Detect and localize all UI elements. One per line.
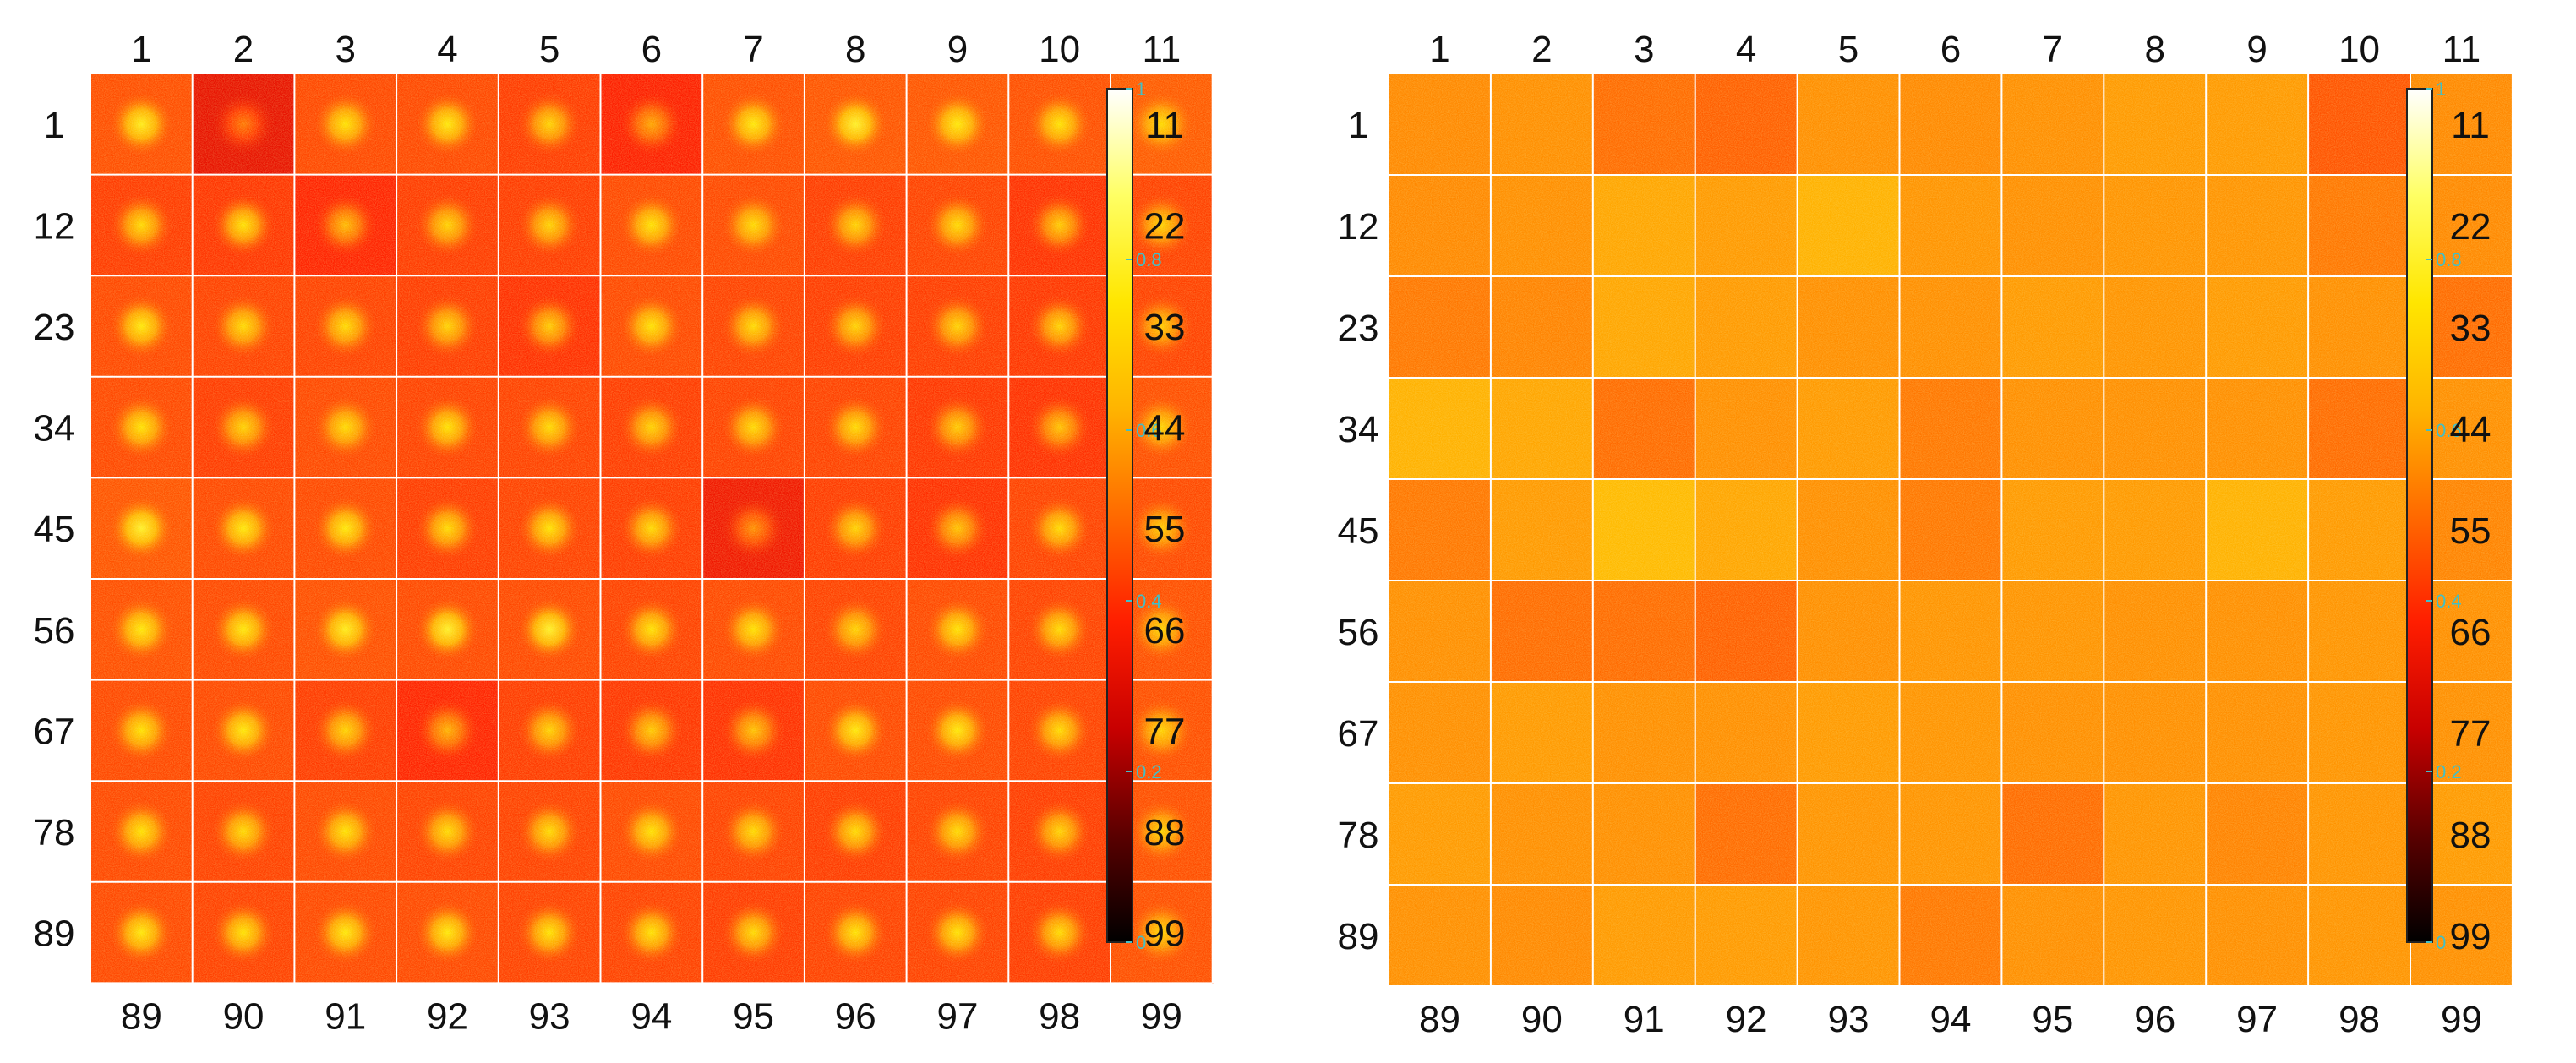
- row-label-left: 78: [34, 812, 75, 853]
- colorbar-tick-label: 0.8: [1136, 249, 1162, 270]
- column-label-top: 2: [233, 29, 254, 70]
- colorbar: [2406, 88, 2433, 943]
- colorbar: [1106, 88, 1133, 943]
- row-label-right: 99: [2450, 916, 2491, 957]
- column-label-bottom: 89: [121, 995, 162, 1037]
- row-label-right: 22: [2450, 206, 2491, 248]
- column-label-top: 3: [336, 29, 356, 70]
- row-label-right: 44: [2450, 409, 2491, 450]
- row-label-right: 55: [1144, 509, 1186, 550]
- colorbar-tick-label: 0.8: [2436, 249, 2462, 270]
- colorbar-tick-label: 0.2: [2436, 761, 2462, 782]
- column-label-bottom: 95: [2032, 999, 2073, 1040]
- row-label-left: 89: [1338, 916, 1379, 957]
- column-label-bottom: 94: [630, 995, 672, 1037]
- column-label-bottom: 90: [223, 995, 265, 1037]
- row-label-left: 78: [1338, 815, 1379, 856]
- colorbar-tick-label: 1: [1136, 79, 1146, 100]
- row-label-right: 88: [1144, 812, 1186, 853]
- row-label-left: 23: [34, 307, 75, 348]
- row-label-left: 1: [1348, 105, 1368, 146]
- column-label-top: 4: [1736, 29, 1756, 70]
- row-label-left: 23: [1338, 308, 1379, 349]
- column-label-top: 6: [641, 29, 662, 70]
- row-label-left: 1: [44, 105, 64, 146]
- column-label-bottom: 96: [2134, 999, 2175, 1040]
- row-label-left: 67: [34, 711, 75, 752]
- column-label-bottom: 89: [1419, 999, 1460, 1040]
- column-label-top: 10: [2339, 29, 2380, 70]
- colorbar-tick-label: 1: [2436, 79, 2446, 100]
- column-label-top: 10: [1039, 29, 1080, 70]
- column-label-bottom: 98: [2339, 999, 2380, 1040]
- column-label-top: 3: [1634, 29, 1654, 70]
- column-label-bottom: 92: [1726, 999, 1767, 1040]
- row-label-right: 66: [1144, 610, 1186, 651]
- colorbar-tick-label: 0.6: [1136, 420, 1162, 441]
- column-label-bottom: 91: [325, 995, 366, 1037]
- row-label-left: 45: [34, 509, 75, 550]
- row-label-right: 88: [2450, 815, 2491, 856]
- column-label-bottom: 93: [1828, 999, 1869, 1040]
- column-label-bottom: 99: [2441, 999, 2482, 1040]
- row-label-left: 56: [34, 610, 75, 651]
- row-label-right: 66: [2450, 612, 2491, 653]
- column-label-bottom: 97: [936, 995, 978, 1037]
- colorbar-tick-label: 0.4: [2436, 591, 2462, 612]
- column-label-top: 2: [1531, 29, 1552, 70]
- row-label-right: 22: [1144, 205, 1186, 247]
- colorbar-tick-label: 0.4: [1136, 591, 1162, 612]
- column-label-top: 1: [1429, 29, 1449, 70]
- colorbar-tick-label: 0: [1136, 932, 1146, 953]
- row-label-left: 34: [1338, 409, 1379, 450]
- column-label-top: 7: [2043, 29, 2063, 70]
- row-label-right: 33: [1144, 307, 1186, 348]
- speckle-texture: [1389, 74, 2513, 986]
- row-label-right: 11: [1145, 105, 1184, 146]
- row-label-left: 89: [34, 913, 75, 955]
- column-label-top: 5: [1838, 29, 1858, 70]
- column-label-bottom: 93: [529, 995, 570, 1037]
- column-label-bottom: 99: [1141, 995, 1182, 1037]
- column-label-top: 4: [437, 29, 457, 70]
- column-label-top: 5: [539, 29, 559, 70]
- row-label-left: 56: [1338, 612, 1379, 653]
- column-label-top: 8: [2145, 29, 2165, 70]
- column-label-top: 6: [1940, 29, 1961, 70]
- column-label-top: 7: [743, 29, 763, 70]
- column-label-bottom: 92: [427, 995, 468, 1037]
- colorbar-tick-label: 0.2: [1136, 761, 1162, 782]
- column-label-bottom: 97: [2236, 999, 2278, 1040]
- column-label-top: 1: [131, 29, 151, 70]
- speckle-texture: [90, 74, 1213, 984]
- row-label-right: 44: [1144, 408, 1186, 450]
- column-label-top: 9: [2246, 29, 2267, 70]
- row-label-right: 11: [2451, 105, 2490, 146]
- row-label-right: 99: [1144, 913, 1186, 955]
- column-label-bottom: 91: [1624, 999, 1665, 1040]
- row-label-left: 34: [34, 408, 75, 450]
- row-label-left: 67: [1338, 713, 1379, 755]
- column-label-bottom: 98: [1039, 995, 1080, 1037]
- row-label-left: 12: [1338, 206, 1379, 248]
- column-label-bottom: 95: [733, 995, 774, 1037]
- column-label-bottom: 94: [1929, 999, 1971, 1040]
- row-label-left: 45: [1338, 510, 1379, 552]
- row-label-right: 77: [2450, 713, 2491, 755]
- column-label-top: 11: [2442, 29, 2481, 70]
- column-label-top: 8: [845, 29, 865, 70]
- row-label-right: 77: [1144, 711, 1186, 752]
- column-label-top: 11: [1143, 29, 1182, 70]
- column-label-top: 9: [947, 29, 968, 70]
- colorbar-tick-label: 0: [2436, 932, 2446, 953]
- colorbar-tick-label: 0.6: [2436, 420, 2462, 441]
- column-label-bottom: 96: [835, 995, 876, 1037]
- row-label-right: 33: [2450, 308, 2491, 349]
- row-label-right: 55: [2450, 510, 2491, 552]
- column-label-bottom: 90: [1521, 999, 1563, 1040]
- row-label-left: 12: [34, 205, 75, 247]
